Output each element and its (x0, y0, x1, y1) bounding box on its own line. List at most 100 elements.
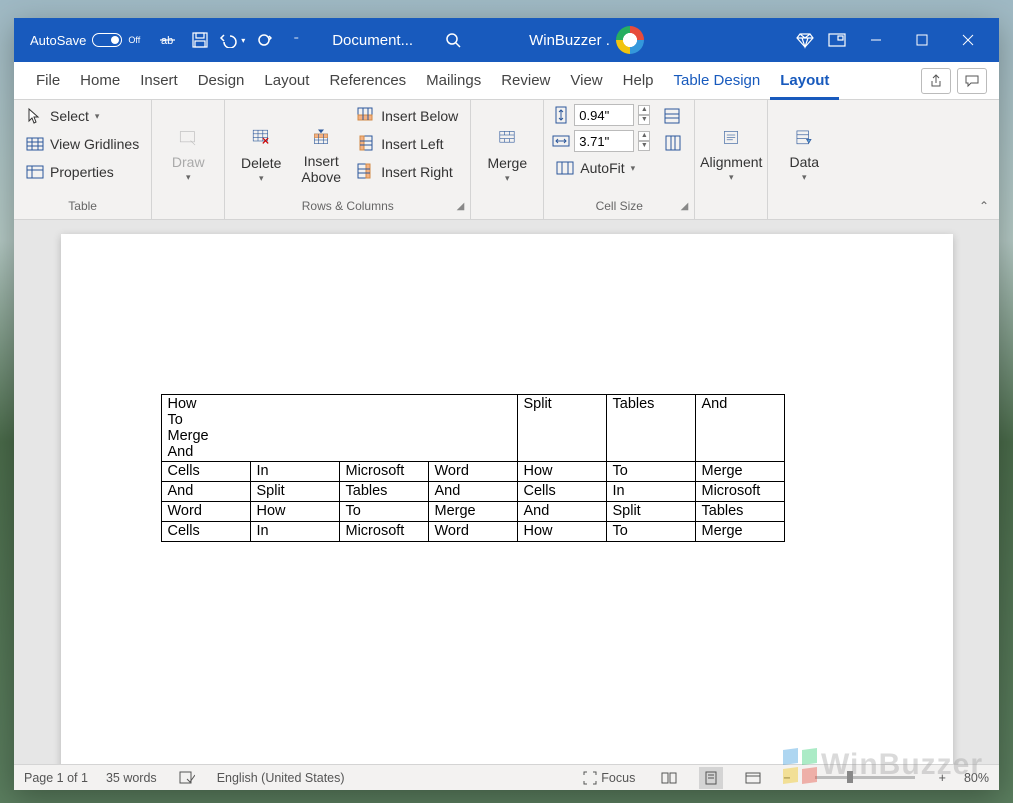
diamond-icon[interactable] (789, 18, 821, 62)
search-icon[interactable] (437, 18, 469, 62)
merge-icon (492, 123, 522, 153)
autofit-button[interactable]: AutoFit▾ (552, 156, 650, 180)
spellcheck-icon[interactable] (175, 771, 199, 785)
tab-insert[interactable]: Insert (130, 62, 188, 100)
word-window: AutoSave Off ab ▾ ⁼ Document... WinBuzze… (14, 18, 999, 790)
save-icon[interactable] (184, 18, 216, 62)
insert-below-button[interactable]: Insert Below (353, 104, 462, 128)
table-row[interactable]: CellsInMicrosoftWordHowToMerge (161, 462, 784, 482)
table-cell[interactable]: Split (517, 395, 606, 462)
toggle-switch[interactable] (92, 33, 122, 47)
col-width-input[interactable]: ▲▼ (552, 130, 650, 152)
tab-table-layout[interactable]: Layout (770, 62, 839, 100)
tab-help[interactable]: Help (613, 62, 664, 100)
tab-layout[interactable]: Layout (254, 62, 319, 100)
draw-icon (174, 124, 202, 152)
autosave-state: Off (128, 35, 140, 45)
document-title: Document... (332, 32, 413, 49)
redo-icon[interactable] (248, 18, 280, 62)
height-icon (552, 106, 570, 124)
insert-below-icon (357, 107, 375, 125)
share-icon[interactable] (921, 68, 951, 94)
table-row[interactable]: WordHowToMergeAndSplitTables (161, 502, 784, 522)
document-canvas[interactable]: How To Merge And Split Tables And CellsI… (14, 220, 999, 764)
minimize-button[interactable] (853, 18, 899, 62)
select-button[interactable]: Select▾ (22, 104, 143, 128)
ribbon-tabs: File Home Insert Design Layout Reference… (14, 62, 999, 100)
autosave-label: AutoSave (30, 33, 86, 48)
grid-icon (26, 135, 44, 153)
spin-up[interactable]: ▲ (638, 131, 650, 141)
ribbon-group-merge: Merge▾ (471, 100, 544, 219)
dialog-launcher-icon[interactable]: ◢ (457, 201, 465, 212)
merge-button[interactable]: Merge▾ (479, 104, 535, 199)
tab-table-design[interactable]: Table Design (664, 62, 771, 100)
data-button[interactable]: Data▾ (776, 104, 832, 199)
tab-file[interactable]: File (26, 62, 70, 100)
delete-button[interactable]: Delete▾ (233, 104, 289, 199)
insert-left-button[interactable]: Insert Left (353, 132, 462, 156)
ribbon-group-table: Select▾ View Gridlines Properties Table (14, 100, 152, 219)
view-gridlines-button[interactable]: View Gridlines (22, 132, 143, 156)
site-name: WinBuzzer . (529, 32, 610, 49)
properties-button[interactable]: Properties (22, 160, 143, 184)
document-table[interactable]: How To Merge And Split Tables And CellsI… (161, 394, 785, 542)
insert-right-icon (357, 163, 375, 181)
cursor-icon (26, 107, 44, 125)
language-indicator[interactable]: English (United States) (217, 771, 345, 785)
strikethrough-icon[interactable]: ab (152, 18, 184, 62)
focus-button[interactable]: Focus (579, 771, 639, 785)
insert-right-button[interactable]: Insert Right (353, 160, 462, 184)
tab-view[interactable]: View (560, 62, 612, 100)
alignment-button[interactable]: Alignment▾ (703, 104, 759, 199)
word-count[interactable]: 35 words (106, 771, 157, 785)
tab-references[interactable]: References (319, 62, 416, 100)
table-row[interactable]: CellsInMicrosoftWordHowToMerge (161, 522, 784, 542)
table-cell[interactable]: And (695, 395, 784, 462)
ribbon-group-rows-columns: Delete▾ InsertAbove Insert Below Insert … (225, 100, 471, 219)
group-label-table: Table (22, 199, 143, 219)
distribute-cols-button[interactable] (660, 132, 686, 156)
print-layout-icon[interactable] (699, 767, 723, 789)
insert-left-icon (357, 135, 375, 153)
tab-mailings[interactable]: Mailings (416, 62, 491, 100)
tab-review[interactable]: Review (491, 62, 560, 100)
web-layout-icon[interactable] (741, 767, 765, 789)
page-indicator[interactable]: Page 1 of 1 (24, 771, 88, 785)
close-button[interactable] (945, 18, 991, 62)
autosave-toggle[interactable]: AutoSave Off (30, 33, 140, 48)
distribute-cols-icon (664, 135, 682, 153)
insert-above-icon (306, 122, 336, 152)
comments-icon[interactable] (957, 68, 987, 94)
merged-cell[interactable]: How To Merge And (161, 395, 517, 462)
read-mode-icon[interactable] (657, 767, 681, 789)
spin-up[interactable]: ▲ (638, 105, 650, 115)
tab-home[interactable]: Home (70, 62, 130, 100)
delete-icon (246, 123, 276, 153)
autofit-icon (556, 159, 574, 177)
customize-qat-icon[interactable]: ⁼ (280, 18, 312, 62)
dialog-launcher-icon[interactable]: ◢ (681, 201, 689, 212)
table-cell[interactable]: Tables (606, 395, 695, 462)
properties-icon (26, 163, 44, 181)
distribute-rows-button[interactable] (660, 104, 686, 128)
toggle-knob (111, 36, 119, 44)
row-height-input[interactable]: ▲▼ (552, 104, 650, 126)
undo-icon[interactable]: ▾ (216, 18, 248, 62)
width-icon (552, 132, 570, 150)
insert-above-button[interactable]: InsertAbove (293, 104, 349, 199)
page: How To Merge And Split Tables And CellsI… (61, 234, 953, 764)
group-label-rows-cols: Rows & Columns (302, 199, 394, 213)
tab-design[interactable]: Design (188, 62, 255, 100)
draw-button: Draw▾ (160, 104, 216, 199)
collapse-ribbon-icon[interactable]: ⌃ (979, 199, 989, 213)
ribbon-group-data: Data▾ (768, 100, 840, 219)
spin-down[interactable]: ▼ (638, 141, 650, 151)
site-logo-icon (616, 26, 644, 54)
spin-down[interactable]: ▼ (638, 115, 650, 125)
titlebar: AutoSave Off ab ▾ ⁼ Document... WinBuzze… (14, 18, 999, 62)
maximize-button[interactable] (899, 18, 945, 62)
table-row[interactable]: AndSplitTablesAndCellsInMicrosoft (161, 482, 784, 502)
ribbon-mode-icon[interactable] (821, 18, 853, 62)
table-row[interactable]: How To Merge And Split Tables And (161, 395, 784, 462)
